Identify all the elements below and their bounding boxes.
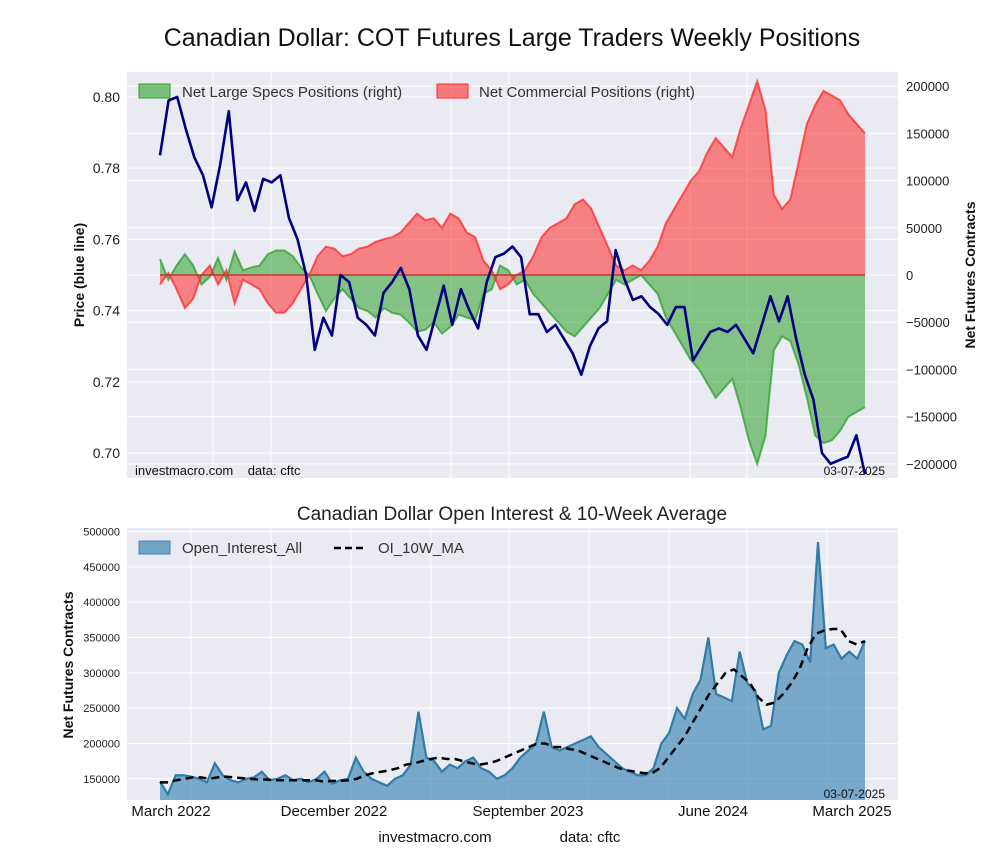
oi-tick-label: 400000	[83, 597, 120, 609]
legend-commercial-label: Net Commercial Positions (right)	[479, 84, 695, 101]
legend-oi-swatch	[138, 540, 171, 555]
positions-footer-date: 03-07-2025	[824, 464, 886, 478]
right-tick-label: 150000	[906, 126, 949, 141]
left-tick-label: 0.70	[93, 445, 120, 461]
left-tick-label: 0.76	[93, 231, 120, 247]
legend-commercial-swatch	[436, 83, 469, 99]
legend-ma-label: OI_10W_MA	[378, 540, 464, 557]
left-tick-label: 0.74	[93, 303, 120, 319]
main-chart-title: Canadian Dollar: COT Futures Large Trade…	[164, 24, 861, 52]
oi-tick-label: 500000	[83, 527, 120, 539]
oi-legend: Open_Interest_All OI_10W_MA	[138, 540, 464, 557]
oi-footer-date: 03-07-2025	[824, 787, 886, 801]
x-tick-label: December 2022	[281, 803, 388, 820]
left-tick-label: 0.80	[93, 89, 120, 105]
ma-line	[160, 627, 866, 784]
right-tick-label: −200000	[906, 457, 957, 472]
right-tick-label: 50000	[906, 221, 942, 236]
left-tick-label: 0.72	[93, 374, 120, 390]
right-tick-label: 0	[906, 268, 913, 283]
footer-source: data: cftc	[560, 829, 621, 846]
x-tick-label: September 2023	[473, 803, 584, 820]
positions-ticks: 0.70 0.72 0.74 0.76 0.78 0.80 −200000 −150000 −1…	[93, 79, 957, 472]
commercial-area	[160, 81, 865, 313]
x-tick-label: March 2025	[812, 803, 891, 820]
left-axis-label: Price (blue line)	[71, 223, 87, 327]
positions-panel: 0.70 0.72 0.74 0.76 0.78 0.80 −200000 −150000 −1…	[71, 72, 978, 478]
oi-tick-label: 250000	[83, 703, 120, 715]
right-axis-label: Net Futures Contracts	[962, 201, 978, 348]
footer-site: investmacro.com	[378, 829, 491, 846]
x-tick-label: June 2024	[678, 803, 748, 820]
right-tick-label: 100000	[906, 174, 949, 189]
left-tick-label: 0.78	[93, 160, 120, 176]
x-tick-label: March 2022	[131, 803, 210, 820]
commercial-line	[159, 78, 866, 314]
right-tick-label: 200000	[906, 79, 949, 94]
oi-ticks: 150000 200000 250000 300000 350000 400000 4500…	[83, 527, 891, 820]
legend-specs-swatch	[138, 83, 171, 99]
right-tick-label: −100000	[906, 362, 957, 377]
positions-footer-source: investmacro.com data: cftc	[135, 463, 301, 478]
oi-tick-label: 200000	[83, 738, 120, 750]
oi-tick-label: 150000	[83, 774, 120, 786]
oi-axis-label: Net Futures Contracts	[60, 591, 76, 738]
oi-series	[159, 542, 867, 800]
specs-area	[160, 250, 865, 464]
oi-tick-label: 350000	[83, 633, 120, 645]
right-tick-label: −150000	[906, 410, 957, 425]
oi-area	[160, 542, 865, 800]
positions-legend: Net Large Specs Positions (right) Net Co…	[138, 83, 695, 101]
right-tick-label: −50000	[906, 315, 950, 330]
positions-series	[158, 78, 867, 475]
legend-specs-label: Net Large Specs Positions (right)	[182, 84, 402, 101]
oi-chart-title: Canadian Dollar Open Interest & 10-Week …	[297, 504, 727, 525]
oi-tick-label: 300000	[83, 668, 120, 680]
legend-oi-label: Open_Interest_All	[182, 540, 302, 557]
oi-tick-label: 450000	[83, 562, 120, 574]
open-interest-panel: 150000 200000 250000 300000 350000 400000 4500…	[60, 527, 898, 820]
